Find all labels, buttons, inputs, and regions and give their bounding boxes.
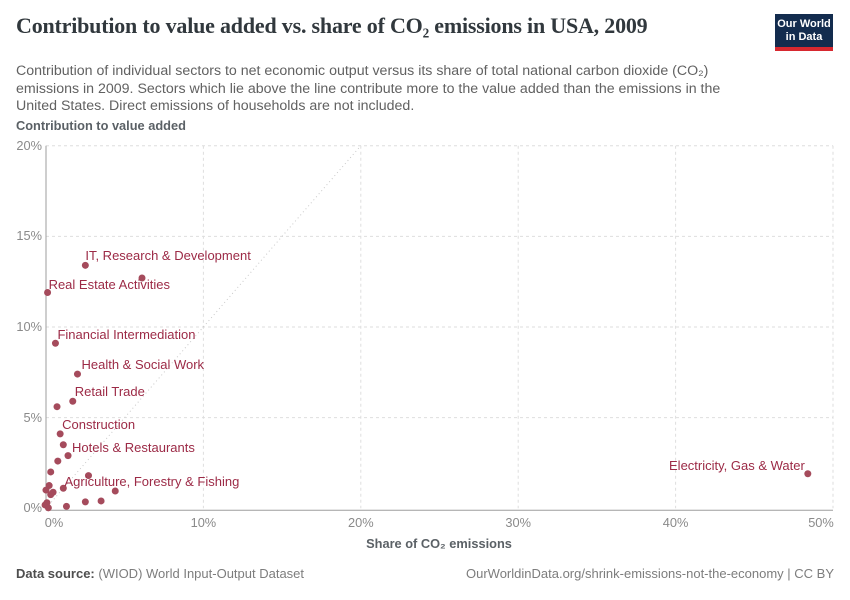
x-tick-label: 30% (505, 515, 531, 530)
data-point[interactable] (62, 502, 70, 510)
data-point-label[interactable]: Construction (62, 416, 136, 432)
data-point[interactable] (44, 504, 52, 512)
data-point[interactable] (81, 498, 89, 506)
y-tick-label: 20% (16, 137, 42, 153)
data-source: Data source: (WIOD) World Input-Output D… (16, 566, 304, 581)
data-point[interactable] (53, 403, 61, 411)
data-point[interactable] (51, 339, 59, 347)
page-title: Contribution to value added vs. share of… (16, 13, 648, 38)
data-point-label[interactable]: Hotels & Restaurants (72, 439, 195, 455)
data-point[interactable] (54, 457, 62, 465)
data-point[interactable] (56, 430, 64, 438)
y-tick-label: 15% (16, 228, 42, 244)
parity-line (45, 145, 362, 509)
owid-logo-line2: in Data (785, 31, 823, 43)
data-point[interactable] (64, 452, 72, 460)
data-point[interactable] (69, 397, 77, 405)
data-point[interactable] (47, 468, 55, 476)
data-point-label[interactable]: Health & Social Work (81, 357, 205, 373)
owid-logo[interactable]: Our World in Data (775, 14, 833, 51)
data-point[interactable] (59, 441, 67, 449)
data-point-label[interactable]: Real Estate Activities (48, 276, 170, 292)
y-tick-label: 0% (23, 500, 43, 516)
data-point[interactable] (81, 261, 89, 269)
data-point[interactable] (138, 274, 146, 282)
data-point[interactable] (47, 491, 55, 499)
data-point[interactable] (84, 472, 92, 480)
footer-link[interactable]: OurWorldinData.org/shrink-emissions-not-… (466, 566, 834, 581)
x-tick-label: 50% (808, 515, 834, 530)
data-point-label[interactable]: Financial Intermediation (57, 327, 196, 343)
data-point[interactable] (97, 497, 105, 505)
data-point-label[interactable]: Retail Trade (74, 384, 145, 400)
data-point[interactable] (111, 487, 119, 495)
y-axis-title: Contribution to value added (16, 118, 186, 133)
owid-logo-line1: Our World (777, 18, 831, 30)
chart-subtitle: Contribution of individual sectors to ne… (16, 63, 721, 115)
data-source-label: Data source: (16, 566, 95, 581)
data-point-label[interactable]: Agriculture, Forestry & Fishing (64, 473, 240, 489)
x-tick-label: 20% (347, 515, 374, 530)
data-point[interactable] (42, 486, 50, 494)
data-source-value: (WIOD) World Input-Output Dataset (94, 566, 305, 581)
y-tick-label: 10% (16, 318, 42, 334)
data-point[interactable] (59, 484, 67, 492)
x-tick-label: 10% (190, 515, 217, 530)
x-tick-label: 40% (662, 515, 689, 530)
data-point-label[interactable]: Electricity, Gas & Water (669, 457, 805, 473)
x-axis-title: Share of CO₂ emissions (366, 536, 512, 551)
data-point[interactable] (804, 470, 812, 478)
data-point[interactable] (44, 289, 52, 297)
x-tick-label: 0% (44, 515, 64, 530)
data-point[interactable] (73, 370, 81, 378)
data-point-label[interactable]: IT, Research & Development (85, 248, 251, 264)
y-tick-label: 5% (23, 409, 43, 425)
